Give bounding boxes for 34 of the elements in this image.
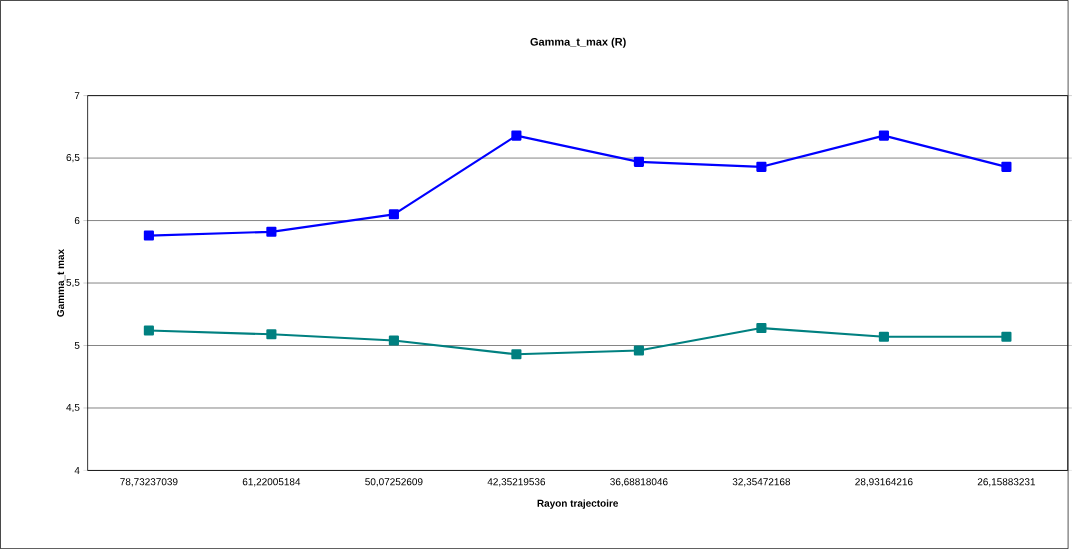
y-tick-label: 7 (74, 92, 80, 99)
y-tick-label: 6,5 (66, 153, 80, 163)
x-tick-label: 61,22005184 (242, 478, 301, 487)
point (878, 130, 889, 141)
point (878, 331, 889, 342)
point (388, 209, 399, 220)
y-tick-label: 4 (74, 466, 80, 474)
point (756, 322, 767, 334)
point (1001, 331, 1012, 342)
point (266, 226, 277, 237)
x-tick-label: 32,35472168 (732, 478, 791, 487)
x-tick-label: 42,35219536 (487, 478, 546, 487)
point (143, 325, 154, 336)
x-tick-label: 28,93164216 (855, 478, 913, 487)
x-tick-label: 78,73237039 (120, 478, 178, 487)
point (388, 335, 399, 346)
point (511, 349, 522, 360)
point (266, 329, 277, 340)
point (756, 161, 767, 172)
point (633, 345, 644, 356)
y-tick-label: 4,5 (66, 403, 80, 412)
x-tick-label: 36,68818046 (610, 478, 668, 487)
point (143, 230, 154, 241)
point (633, 156, 644, 167)
chart-title: Gamma_t_max (R) (530, 37, 626, 48)
y-tick-label: 5,5 (66, 278, 80, 288)
point (1001, 161, 1012, 172)
point (511, 130, 522, 141)
x-tick-label: 50,07252609 (365, 478, 423, 487)
y-tick-label: 5 (74, 341, 80, 349)
y-tick-label: 6 (74, 216, 80, 225)
x-axis-title: Rayon trajectoire (537, 499, 619, 509)
x-tick-label: 26,15883231 (977, 478, 1036, 487)
y-axis-title: Gamma_t max (57, 248, 66, 317)
